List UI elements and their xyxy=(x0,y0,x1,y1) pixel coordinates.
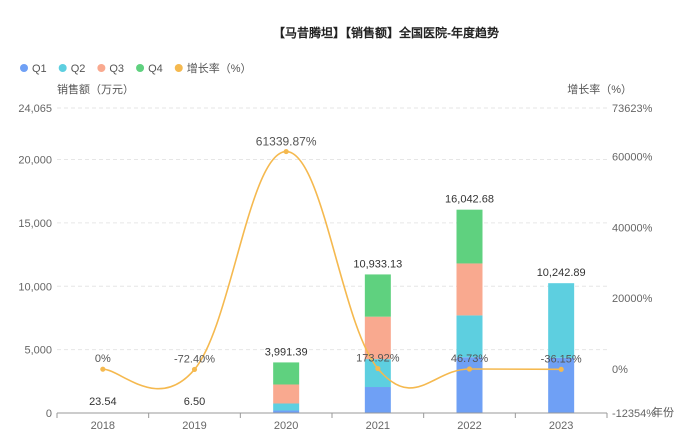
legend-label-0[interactable]: Q1 xyxy=(32,63,47,75)
legend: Q1 Q2 Q3 Q4 增长率（%） xyxy=(20,61,252,75)
bar-q3-2020[interactable] xyxy=(273,384,300,404)
total-label-2018: 23.54 xyxy=(89,396,117,408)
growth-rate-point-2023[interactable] xyxy=(558,366,564,372)
y-tick-5: 24,065 xyxy=(18,103,52,115)
y2-tick-4: 60000% xyxy=(612,151,653,163)
y2-tick-0: -12354% xyxy=(612,408,656,420)
y2-tick-2: 20000% xyxy=(612,293,653,305)
rate-label-2019: -72.40% xyxy=(174,353,215,365)
y2-axis-name: 增长率（%） xyxy=(567,82,632,96)
x-tick-2023: 2023 xyxy=(549,420,573,432)
x-tick-2021: 2021 xyxy=(366,420,390,432)
growth-rate-point-2022[interactable] xyxy=(466,366,473,372)
total-label-2019: 6.50 xyxy=(184,396,205,408)
x-tick-2018: 2018 xyxy=(91,420,115,432)
bar-q1-2023[interactable] xyxy=(548,357,575,413)
total-labels: 23.54 6.50 3,991.39 10,933.13 16,042.68 10,24… xyxy=(89,194,586,408)
rate-label-2020: 61339.87% xyxy=(256,135,317,149)
total-label-2021: 10,933.13 xyxy=(353,258,402,270)
growth-rate-line xyxy=(100,148,564,390)
rate-labels: 0% -72.40% 61339.87% 173.92% 46.73% -36.15% xyxy=(95,135,582,366)
legend-label-2[interactable]: Q3 xyxy=(109,63,124,75)
chart-title: 【马昔腾坦】【销售额】全国医院-年度趋势 xyxy=(273,25,499,40)
legend-label-3[interactable]: Q4 xyxy=(148,63,163,75)
y-tick-2: 10,000 xyxy=(18,281,52,293)
rate-label-2023: -36.15% xyxy=(541,353,582,365)
bar-q1-2021[interactable] xyxy=(364,387,391,413)
bar-q2-2022[interactable] xyxy=(456,315,483,358)
bar-q2-2023[interactable] xyxy=(548,283,575,358)
growth-rate-point-2020[interactable] xyxy=(283,148,289,155)
y2-tick-1: 0% xyxy=(612,364,628,376)
grid xyxy=(57,107,607,351)
bar-q3-2021[interactable] xyxy=(364,316,391,360)
growth-rate-point-2021[interactable] xyxy=(375,365,381,372)
y-axis-name: 销售额（万元） xyxy=(57,82,134,96)
x-tick-2020: 2020 xyxy=(274,420,298,432)
total-label-2023: 10,242.89 xyxy=(537,267,586,279)
total-label-2020: 3,991.39 xyxy=(265,346,308,358)
bar-q4-2021[interactable] xyxy=(364,274,391,317)
legend-marker-0[interactable] xyxy=(20,64,28,72)
bar-q1-2022[interactable] xyxy=(456,357,483,413)
x-axis-name: 年份 xyxy=(652,405,674,419)
growth-rate-point-2018[interactable] xyxy=(100,366,106,372)
rate-label-2018: 0% xyxy=(95,353,111,365)
bar-q4-2020[interactable] xyxy=(273,362,300,385)
bar-q3-2022[interactable] xyxy=(456,263,483,316)
x-tick-2019: 2019 xyxy=(182,420,206,432)
rate-label-2021: 173.92% xyxy=(356,353,400,365)
y-tick-4: 20,000 xyxy=(18,155,52,167)
legend-marker-3[interactable] xyxy=(136,64,145,72)
y-tick-3: 15,000 xyxy=(18,218,52,230)
bar-q4-2022[interactable] xyxy=(456,209,483,264)
legend-marker-1[interactable] xyxy=(58,64,67,72)
total-label-2022: 16,042.68 xyxy=(445,194,494,206)
y-axis-ticks: 0 5,000 10,000 15,000 20,000 24,065 xyxy=(18,103,52,420)
y-tick-0: 0 xyxy=(46,408,52,420)
legend-label-4[interactable]: 增长率（%） xyxy=(187,61,252,75)
bar-q2-2020[interactable] xyxy=(273,403,300,411)
growth-rate-point-2019[interactable] xyxy=(191,366,198,373)
x-axis: 2018 2019 2020 2021 2022 2023 xyxy=(56,412,608,432)
y2-tick-5: 73623% xyxy=(612,103,653,115)
bar-q1-2020[interactable] xyxy=(273,410,300,413)
legend-marker-4[interactable] xyxy=(174,64,183,72)
x-tick-2022: 2022 xyxy=(457,420,481,432)
legend-label-1[interactable]: Q2 xyxy=(71,63,86,75)
bars xyxy=(89,209,575,413)
rate-label-2022: 46.73% xyxy=(451,353,489,365)
y2-tick-3: 40000% xyxy=(612,222,653,234)
growth-rate-path xyxy=(102,150,562,390)
y-tick-1: 5,000 xyxy=(24,345,52,357)
y2-axis-ticks: -12354% 0% 20000% 40000% 60000% 73623% xyxy=(612,103,656,420)
legend-marker-2[interactable] xyxy=(97,64,106,72)
bar-q2-2021[interactable] xyxy=(364,359,391,388)
